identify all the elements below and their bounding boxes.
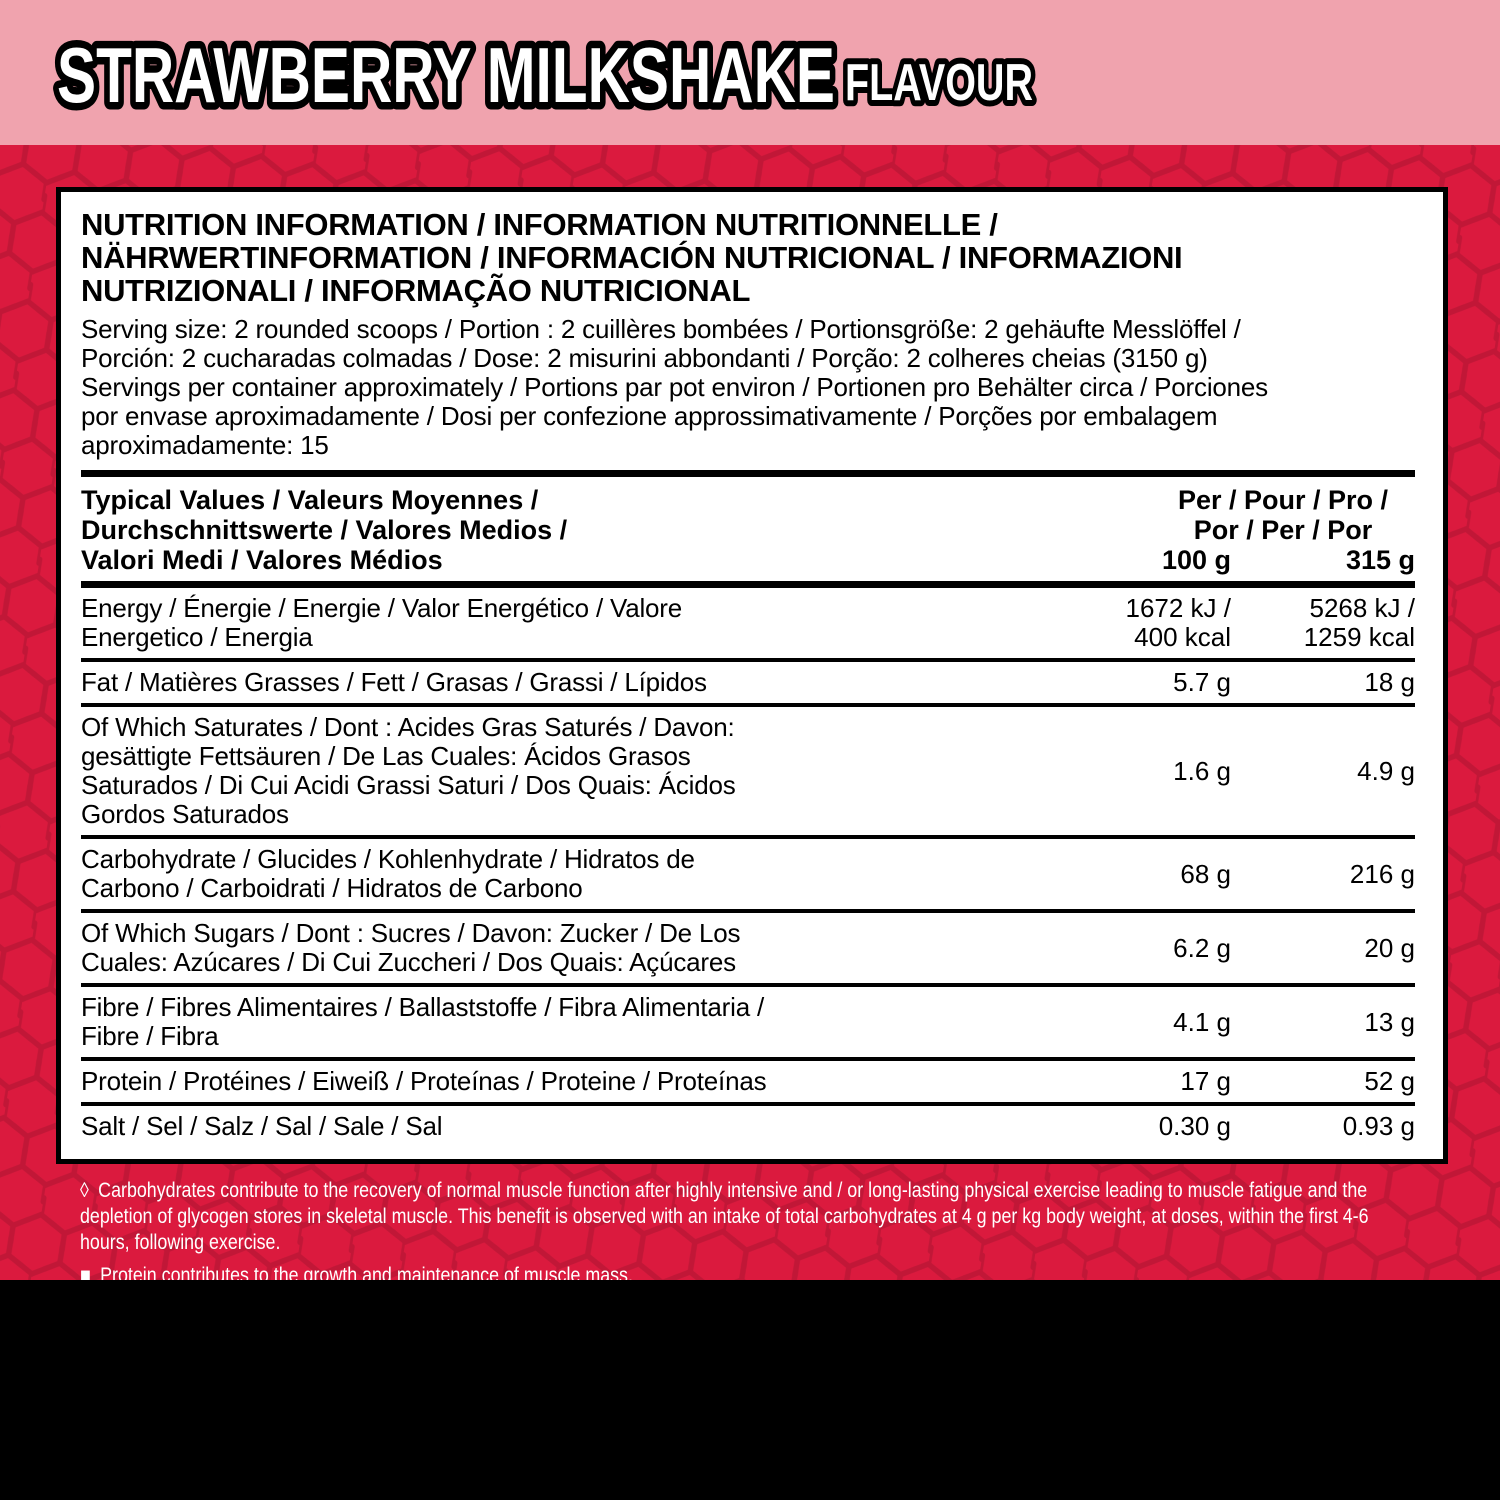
serving-info: Serving size: 2 rounded scoops / Portion… — [81, 314, 1268, 460]
table-row-energy: Energy / Énergie / Energie / Valor Energ… — [81, 588, 1415, 658]
nutrition-panel: NUTRITION INFORMATION / INFORMATION NUTR… — [56, 187, 1448, 1164]
row-value-100g: 1.6 g — [1173, 755, 1231, 786]
row-value-100g: 68 g — [1180, 858, 1231, 889]
table-header-per-block: Per / Pour / Pro / Por / Per / Por 100 g… — [1151, 485, 1415, 575]
table-header-col-315g: 315 g — [1345, 545, 1415, 575]
row-value-100g: 6.2 g — [1173, 932, 1231, 963]
row-separator — [81, 909, 1415, 913]
panel-heading: NUTRITION INFORMATION / INFORMATION NUTR… — [81, 207, 1183, 308]
footnote-protein: ■ Protein contributes to the growth and m… — [80, 1263, 1500, 1280]
label-background: NUTRITION INFORMATION / INFORMATION NUTR… — [0, 145, 1500, 1280]
product-flavour-text: FLAVOUR — [845, 54, 1033, 112]
row-value-315g: 5268 kJ / 1259 kcal — [1303, 593, 1415, 652]
table-row-sugars: Of Which Sugars / Dont : Sucres / Davon:… — [81, 913, 1415, 983]
row-separator — [81, 835, 1415, 839]
table-header-per-label: Per / Pour / Pro / Por / Per / Por — [1177, 485, 1389, 545]
row-value-315g: 0.93 g — [1342, 1111, 1415, 1141]
row-value-100g: 1672 kJ / 400 kcal — [1125, 593, 1231, 652]
row-separator — [81, 703, 1415, 707]
row-label: Of Which Sugars / Dont : Sucres / Davon:… — [81, 918, 741, 977]
row-value-100g: 4.1 g — [1173, 1006, 1231, 1037]
row-value-315g: 20 g — [1364, 932, 1415, 963]
row-separator — [81, 983, 1415, 987]
row-value-100g: 5.7 g — [1173, 667, 1231, 697]
row-value-315g: 13 g — [1364, 1006, 1415, 1037]
footnotes: ◊ Carbohydrates contribute to the recover… — [80, 1178, 1500, 1280]
row-value-100g: 17 g — [1180, 1066, 1231, 1096]
footnote-carbohydrates: ◊ Carbohydrates contribute to the recover… — [80, 1178, 1500, 1256]
table-row-protein: Protein / Protéines / Eiweiß / Proteínas… — [81, 1061, 1415, 1102]
square-icon: ■ — [80, 1264, 91, 1280]
row-label: Fibre / Fibres Alimentaires / Ballaststo… — [81, 992, 765, 1051]
footnote-text: Carbohydrates contribute to the recovery… — [80, 1179, 1369, 1254]
row-value-315g: 4.9 g — [1357, 755, 1415, 786]
table-header-label: Typical Values / Valeurs Moyennes / Durc… — [81, 485, 568, 575]
product-title-text: STRAWBERRY MILKSHAKE — [57, 31, 835, 119]
table-row-carbohydrate: Carbohydrate / Glucides / Kohlenhydrate … — [81, 839, 1415, 909]
row-label: Energy / Énergie / Energie / Valor Energ… — [81, 593, 683, 652]
row-value-100g: 0.30 g — [1158, 1111, 1231, 1141]
table-header-col-100g: 100 g — [1161, 545, 1231, 575]
row-value-315g: 18 g — [1364, 667, 1415, 697]
row-separator — [81, 658, 1415, 662]
row-label: Protein / Protéines / Eiweiß / Proteínas… — [81, 1066, 767, 1096]
row-label: Carbohydrate / Glucides / Kohlenhydrate … — [81, 844, 695, 903]
row-separator — [81, 1102, 1415, 1106]
table-header-columns: 100 g 315 g — [1151, 545, 1415, 575]
row-label: Of Which Saturates / Dont : Acides Gras … — [81, 712, 736, 829]
header-band: STRAWBERRY MILKSHAKE FLAVOUR — [0, 0, 1500, 145]
table-rule-top — [81, 470, 1415, 477]
footnote-text: Protein contributes to the growth and ma… — [100, 1264, 633, 1280]
table-row-saturates: Of Which Saturates / Dont : Acides Gras … — [81, 707, 1415, 835]
table-row-salt: Salt / Sel / Salz / Sal / Sale / Sal 0.3… — [81, 1106, 1415, 1147]
row-separator — [81, 1057, 1415, 1061]
diamond-icon: ◊ — [80, 1179, 89, 1202]
table-header-row: Typical Values / Valeurs Moyennes / Durc… — [81, 477, 1415, 581]
bottom-black-band — [0, 1280, 1500, 1500]
row-label: Salt / Sel / Salz / Sal / Sale / Sal — [81, 1111, 443, 1141]
table-rule-header-bottom — [81, 581, 1415, 588]
product-title: STRAWBERRY MILKSHAKE FLAVOUR — [50, 24, 1040, 127]
row-value-315g: 216 g — [1349, 858, 1415, 889]
table-row-fat: Fat / Matières Grasses / Fett / Grasas /… — [81, 662, 1415, 703]
table-row-fibre: Fibre / Fibres Alimentaires / Ballaststo… — [81, 987, 1415, 1057]
row-value-315g: 52 g — [1364, 1066, 1415, 1096]
row-label: Fat / Matières Grasses / Fett / Grasas /… — [81, 667, 707, 697]
